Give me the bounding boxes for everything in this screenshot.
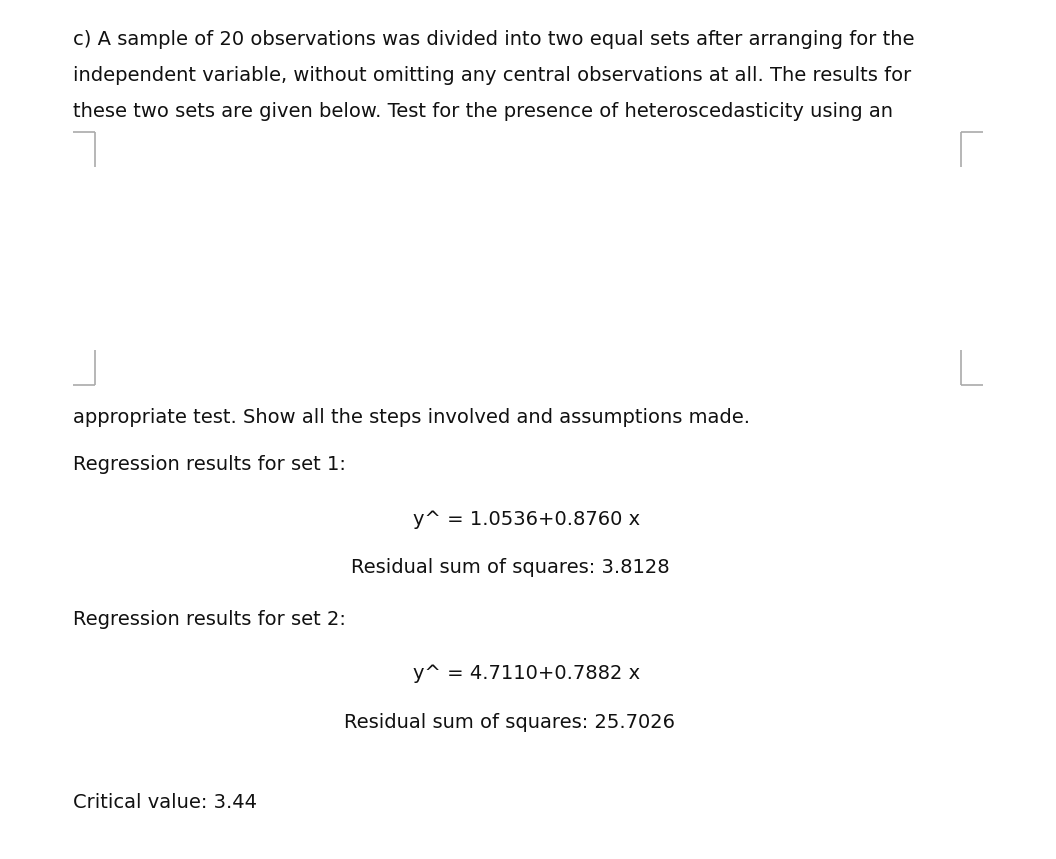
Text: Residual sum of squares: 25.7026: Residual sum of squares: 25.7026	[344, 713, 676, 732]
Text: Regression results for set 1:: Regression results for set 1:	[73, 455, 346, 474]
Text: these two sets are given below. Test for the presence of heteroscedasticity usin: these two sets are given below. Test for…	[73, 102, 893, 121]
Text: Critical value: 3.44: Critical value: 3.44	[73, 793, 257, 812]
Text: Regression results for set 2:: Regression results for set 2:	[73, 610, 346, 629]
Text: appropriate test. Show all the steps involved and assumptions made.: appropriate test. Show all the steps inv…	[73, 408, 750, 427]
Text: y^ = 4.7110+0.7882 x: y^ = 4.7110+0.7882 x	[414, 664, 641, 683]
Text: y^ = 1.0536+0.8760 x: y^ = 1.0536+0.8760 x	[414, 510, 641, 529]
Text: c) A sample of 20 observations was divided into two equal sets after arranging f: c) A sample of 20 observations was divid…	[73, 30, 914, 49]
Text: Residual sum of squares: 3.8128: Residual sum of squares: 3.8128	[351, 558, 670, 577]
Text: independent variable, without omitting any central observations at all. The resu: independent variable, without omitting a…	[73, 66, 911, 85]
